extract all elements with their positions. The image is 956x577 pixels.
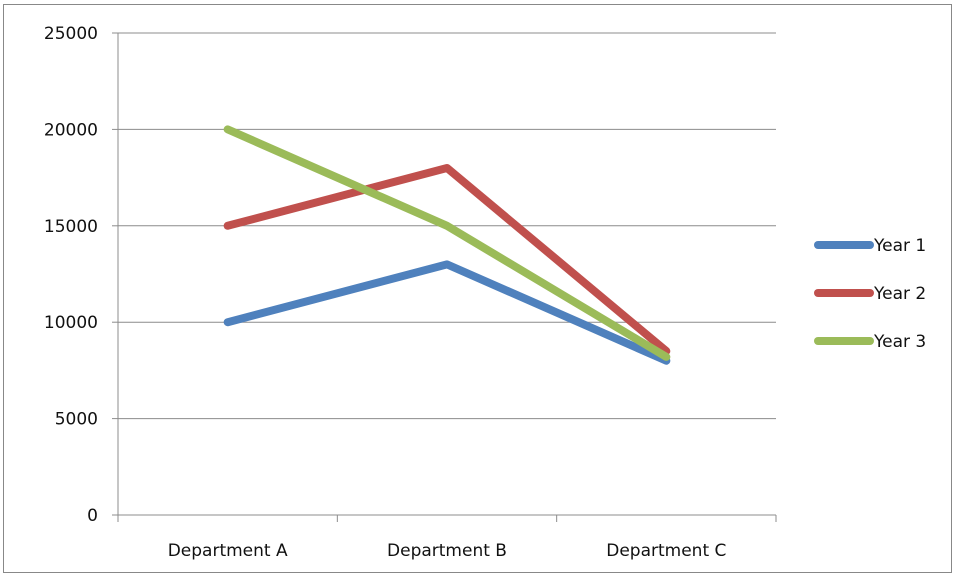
y-tick-label: 5000 — [55, 410, 98, 430]
legend-label: Year 2 — [873, 284, 926, 304]
x-tick-label: Department B — [387, 541, 507, 561]
y-tick-label: 25000 — [44, 24, 98, 44]
y-tick-label: 0 — [87, 506, 98, 526]
series-line-3 — [223, 125, 671, 361]
y-tick-labels: 0 5000 10000 15000 20000 25000 — [44, 24, 98, 526]
chart-frame — [3, 4, 952, 573]
series-line-2 — [223, 163, 671, 356]
y-tick-label: 10000 — [44, 313, 98, 333]
axes — [112, 32, 777, 522]
y-tick-label: 15000 — [44, 217, 98, 237]
series-lines — [223, 125, 671, 365]
legend: Year 1 Year 2 Year 3 — [814, 236, 926, 352]
series-line-1 — [223, 260, 671, 365]
x-tick-label: Department C — [606, 541, 726, 561]
legend-label: Year 1 — [873, 236, 926, 256]
legend-label: Year 3 — [873, 332, 926, 352]
x-tick-label: Department A — [168, 541, 288, 561]
y-tick-label: 20000 — [44, 120, 98, 140]
x-tick-labels: Department A Department B Department C — [168, 541, 727, 561]
